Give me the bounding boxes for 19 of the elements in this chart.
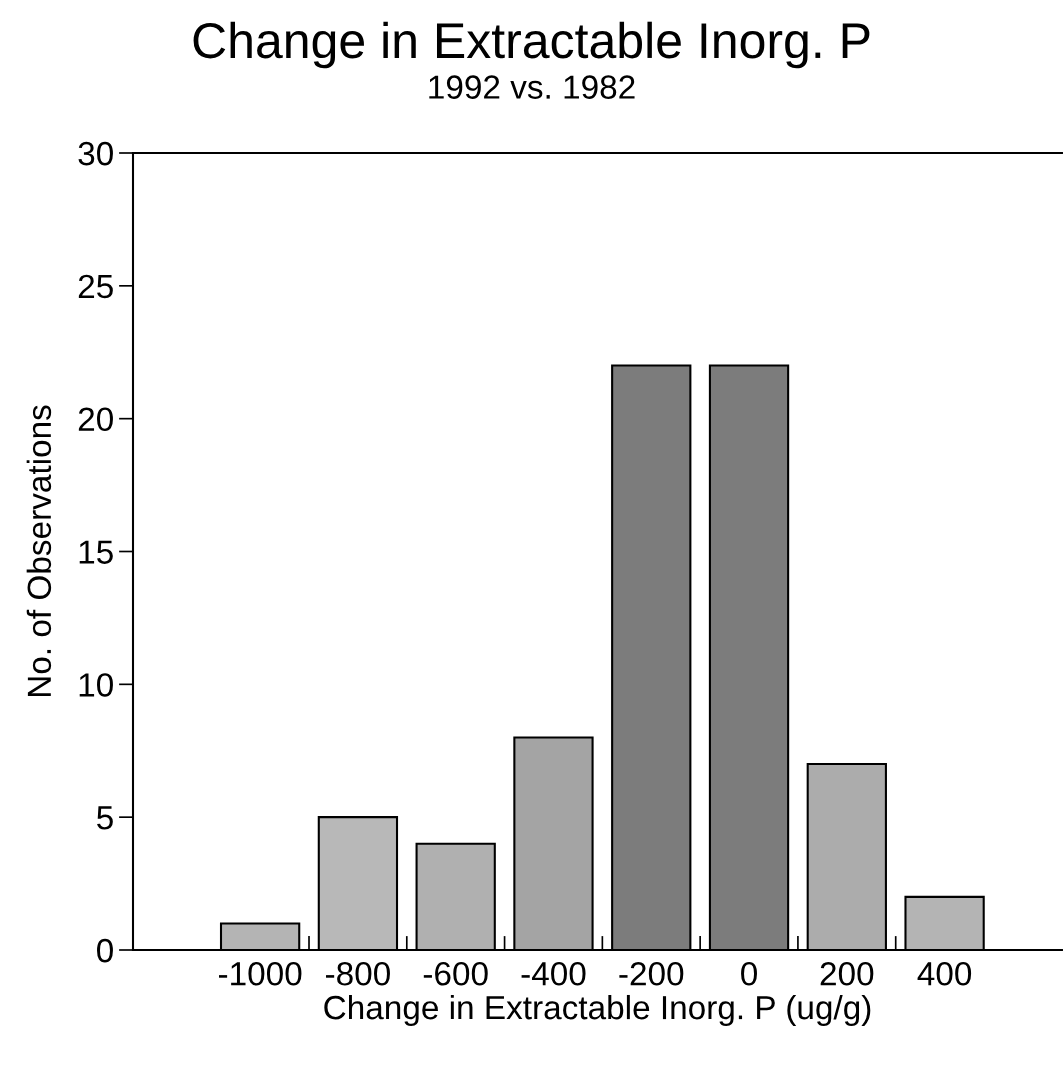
y-tick-label: 15: [79, 540, 113, 564]
x-axis-title: Change in Extractable Inorg. P (ug/g): [324, 994, 871, 1027]
y-tick-label: 5: [97, 806, 113, 830]
x-tick-label: 200: [820, 961, 874, 986]
chart-subtitle: 1992 vs. 1982: [429, 75, 635, 99]
x-tick-label: -200: [619, 961, 684, 986]
x-tick-label: -400: [521, 961, 586, 986]
y-tick-label: 25: [78, 274, 113, 299]
x-tick-label: 0: [741, 961, 757, 986]
x-tick-label: -1000: [218, 961, 302, 986]
y-tick-label: 20: [78, 407, 113, 432]
y-tick-label: 0: [97, 938, 113, 963]
x-tick-label: -800: [326, 961, 390, 986]
y-tick-label: 10: [79, 673, 113, 697]
y-tick-label: 30: [78, 141, 113, 166]
x-tick-label: 400: [917, 961, 972, 986]
x-tick-label: -600: [423, 961, 488, 986]
chart-title: Change in Extractable Inorg. P: [193, 21, 870, 69]
y-axis-title: No. of Observations: [26, 405, 52, 697]
